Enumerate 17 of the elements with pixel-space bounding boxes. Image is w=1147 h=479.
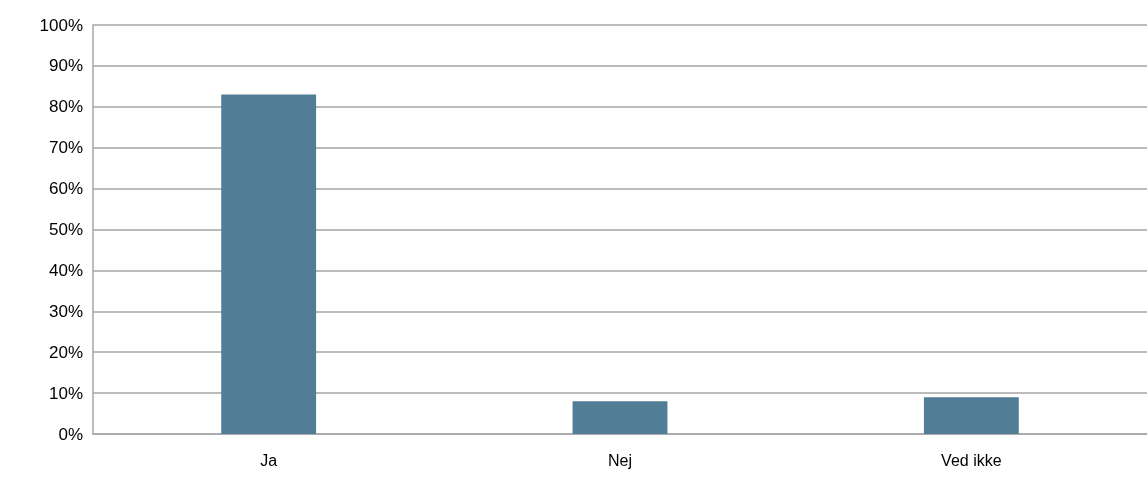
- y-tick-label: 90%: [48, 56, 83, 76]
- x-tick-label: Ved ikke: [941, 451, 1002, 469]
- x-tick-label: Ja: [260, 451, 278, 469]
- bar: [572, 401, 668, 434]
- y-tick-label: 40%: [48, 260, 83, 280]
- y-tick-label: 30%: [48, 301, 83, 321]
- bar: [923, 397, 1019, 434]
- x-tick-label: Nej: [607, 451, 633, 469]
- y-tick-label: 70%: [48, 138, 83, 158]
- y-tick-label: 10%: [48, 383, 83, 403]
- y-tick-label: 20%: [48, 342, 83, 362]
- bar: [221, 94, 317, 434]
- y-tick-label: 60%: [48, 179, 83, 199]
- y-tick-label: 50%: [48, 220, 83, 239]
- y-tick-label: 0%: [58, 424, 83, 444]
- y-tick-label: 100%: [39, 15, 83, 35]
- y-tick-label: 80%: [48, 97, 83, 117]
